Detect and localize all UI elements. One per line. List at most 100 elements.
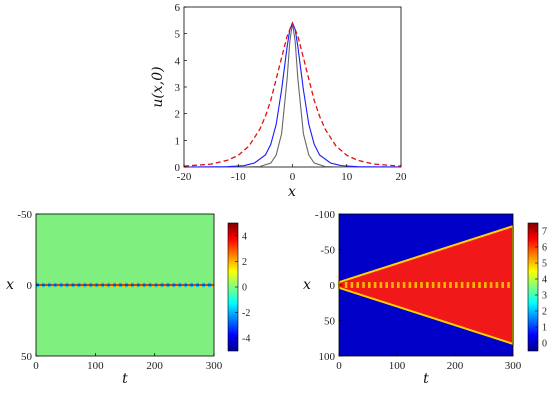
spreading-center-cell — [379, 282, 383, 288]
breather-oscillation-cell — [133, 282, 137, 288]
breather-oscillation-cell — [62, 282, 66, 288]
breather-oscillation-cell — [38, 282, 42, 288]
spreading-center-cell — [466, 282, 470, 288]
breather-colorbar-tick-label: 2 — [242, 257, 247, 268]
breather-xtick-label: 200 — [146, 360, 163, 372]
breather-oscillation-cell — [154, 282, 158, 288]
spreading-center-cell — [455, 282, 458, 288]
breather-oscillation-cell — [193, 282, 197, 288]
breather-oscillation-cell — [190, 282, 194, 288]
spreading-center-cell — [501, 282, 505, 288]
spreading-center-cell — [431, 282, 435, 288]
breather-oscillation-cell — [83, 282, 87, 288]
breather-oscillation-cell — [205, 282, 209, 288]
spreading-center-cell — [385, 282, 389, 288]
spreading-center-cell — [420, 282, 423, 288]
breather-colorbar-tick-label: 4 — [242, 231, 247, 242]
breather-ytick-label: -50 — [17, 209, 32, 221]
breather-oscillation-cell — [142, 282, 146, 288]
breather-oscillation-cell — [101, 282, 105, 288]
breather-oscillation-cell — [151, 282, 155, 288]
spreading-ytick-label: -50 — [320, 245, 335, 257]
breather-ytick-label: 0 — [27, 280, 33, 292]
breather-oscillation-cell — [202, 282, 206, 288]
breather-oscillation-cell — [113, 282, 117, 288]
breather-oscillation-cell — [157, 282, 161, 288]
spreading-colorbar — [527, 222, 539, 352]
profile-ylabel: u(x,0) — [150, 66, 166, 107]
spreading-ytick-label: 50 — [324, 316, 336, 328]
spreading-center-cell — [373, 282, 377, 288]
breather-oscillation-cell — [80, 282, 84, 288]
spreading-xlabel: t — [423, 371, 429, 387]
breather-oscillation-cell — [86, 282, 90, 288]
breather-oscillation-cell — [127, 282, 131, 288]
breather-oscillation-cell — [47, 282, 51, 288]
spreading-center-cell — [402, 282, 406, 288]
breather-oscillation-cell — [104, 282, 108, 288]
breather-oscillation-cell — [211, 282, 214, 288]
breather-colorbar-tick-label: 0 — [242, 283, 247, 294]
breather-xlabel: t — [122, 371, 128, 387]
breather-xtick-label: 0 — [33, 360, 39, 372]
breather-oscillation-cell — [107, 282, 111, 288]
spreading-xtick-label: 200 — [447, 360, 464, 372]
spreading-xtick-label: 100 — [389, 360, 406, 372]
spreading-center-cell — [356, 282, 360, 288]
spreading-center-cell — [391, 282, 394, 288]
breather-colorbar-tick-label: -4 — [242, 334, 250, 345]
spreading-center-cell — [397, 282, 400, 288]
spreading-center-cell — [443, 282, 447, 288]
breather-oscillation-cell — [122, 282, 125, 288]
profile-ytick-label: 6 — [175, 2, 181, 14]
breather-oscillation-cell — [148, 282, 152, 288]
breather-oscillation-cell — [50, 282, 54, 288]
breather-oscillation-cell — [145, 282, 149, 288]
breather-oscillation-cell — [98, 282, 102, 288]
spreading-colorbar-tick-label: 7 — [542, 227, 547, 238]
spreading-colorbar-tick-label: 3 — [542, 291, 547, 302]
breather-xtick-label: 100 — [87, 360, 104, 372]
spreading-center-cell — [437, 282, 441, 288]
spreading-ytick-label: 0 — [330, 280, 336, 292]
breather-oscillation-cell — [95, 282, 99, 288]
profile-ytick-label: 2 — [175, 109, 181, 121]
breather-oscillation-cell — [92, 282, 96, 288]
breather-oscillation-cell — [175, 282, 179, 288]
breather-oscillation-cell — [74, 282, 78, 288]
spreading-colorbar-tick-label: 2 — [542, 307, 547, 318]
breather-oscillation-cell — [199, 282, 203, 288]
profile-xlabel: x — [288, 184, 296, 200]
profile-ytick-label: 0 — [175, 162, 181, 174]
spreading-center-cell — [472, 282, 476, 288]
breather-oscillation-cell — [136, 282, 140, 288]
breather-ylabel: x — [6, 277, 14, 293]
spreading-center-cell — [350, 282, 354, 288]
profile-xtick-label: 0 — [290, 171, 296, 183]
spreading-center-cell — [507, 282, 510, 288]
breather-oscillation-cell — [187, 282, 191, 288]
profile-series-3 — [183, 21, 402, 167]
spreading-center-cell — [362, 282, 365, 288]
spreading-center-cell — [449, 282, 452, 288]
breather-oscillation-cell — [169, 282, 173, 288]
breather-oscillation-cell — [178, 282, 182, 288]
spreading-center-cell — [408, 282, 412, 288]
breather-oscillation-cell — [41, 282, 45, 288]
breather-oscillation-cell — [184, 282, 188, 288]
spreading-center-cell — [344, 282, 348, 288]
spreading-xtick-label: 0 — [336, 360, 342, 372]
spreading-center-cell — [460, 282, 464, 288]
spreading-xtick-label: 300 — [505, 360, 522, 372]
breather-oscillation-cell — [139, 282, 143, 288]
breather-oscillation-cell — [53, 282, 57, 288]
profile-xtick-label: -10 — [231, 171, 246, 183]
breather-oscillation-cell — [160, 282, 164, 288]
breather-oscillation-cell — [68, 282, 72, 288]
breather-oscillation-cell — [59, 282, 63, 288]
breather-oscillation-cell — [110, 282, 114, 288]
breather-oscillation-cell — [77, 282, 81, 288]
breather-oscillation-cell — [196, 282, 200, 288]
